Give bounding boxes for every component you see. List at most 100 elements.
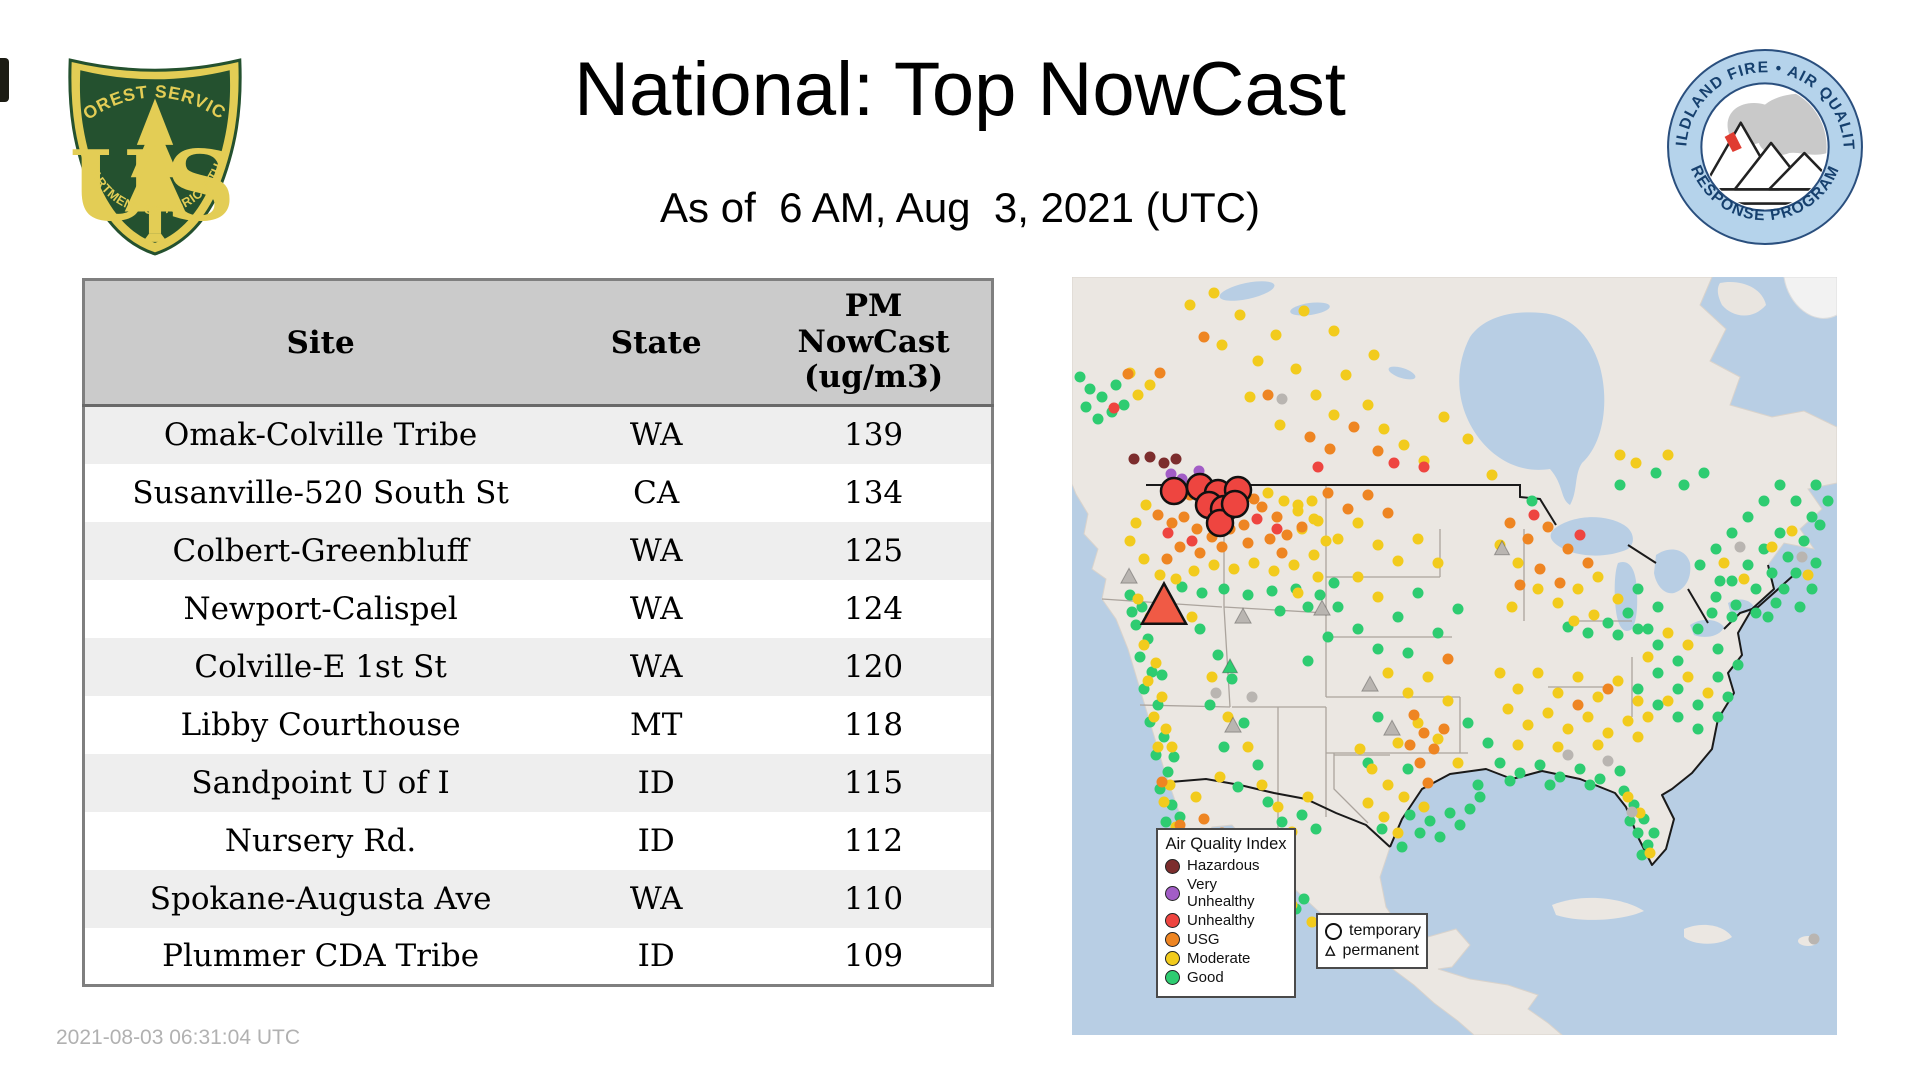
aqi-dot-moderate bbox=[1512, 739, 1524, 751]
aqi-dot-good bbox=[1790, 567, 1802, 579]
aqi-dot-moderate bbox=[1418, 801, 1430, 813]
aqi-dot-moderate bbox=[1248, 557, 1260, 569]
aqi-dot-good bbox=[1302, 655, 1314, 667]
aqi-dot-moderate bbox=[1328, 409, 1340, 421]
aqi-dot-moderate bbox=[1568, 615, 1580, 627]
aqi-dot-moderate bbox=[1208, 287, 1220, 299]
aqi-dot-usg bbox=[1256, 501, 1268, 513]
aqi-dot-good bbox=[1526, 495, 1538, 507]
aqi-dot-moderate bbox=[1158, 796, 1170, 808]
aqi-dot-good bbox=[1614, 479, 1626, 491]
aqi-dot-good bbox=[1650, 467, 1662, 479]
aqi-dot-moderate bbox=[1138, 553, 1150, 565]
wfaqrp-logo: WILDLAND FIRE • AIR QUALITY RESPONSE PRO… bbox=[1664, 42, 1863, 245]
aqi-dot-good bbox=[1778, 583, 1790, 595]
aqi-dot-moderate bbox=[1766, 541, 1778, 553]
aqi-dot-no_data bbox=[1210, 687, 1222, 699]
aqi-dot-moderate bbox=[1124, 535, 1136, 547]
aqi-dot-moderate bbox=[1392, 737, 1404, 749]
aqi-dot-moderate bbox=[1602, 727, 1614, 739]
aqi-dot-usg bbox=[1178, 511, 1190, 523]
permanent-monitor-good bbox=[1221, 657, 1239, 674]
aqi-dot-good bbox=[1212, 649, 1224, 661]
aqi-dot-moderate bbox=[1208, 559, 1220, 571]
aqi-dot-no_data bbox=[1796, 551, 1808, 563]
aqi-dot-moderate bbox=[1642, 711, 1654, 723]
aqi-dot-good bbox=[1482, 737, 1494, 749]
aqi-dot-moderate bbox=[1252, 355, 1264, 367]
aqi-dot-moderate bbox=[1262, 487, 1274, 499]
permanent-monitor-no_data bbox=[1493, 539, 1511, 556]
value-cell: 120 bbox=[843, 648, 904, 685]
aqi-dot-good bbox=[1672, 655, 1684, 667]
aqi-dot-good bbox=[1652, 667, 1664, 679]
table-body: Omak-Colville Tribe WA 139 Susanville-520 S… bbox=[83, 405, 993, 986]
site-cell: Colbert-Greenbluff bbox=[172, 532, 469, 569]
table-row: Susanville-520 South St CA 134 bbox=[83, 463, 993, 522]
aqi-dot-good bbox=[1262, 796, 1274, 808]
aqi-dot-usg bbox=[1404, 739, 1416, 751]
aqi-map: Air Quality Index Hazardous Very Unhealth… bbox=[1072, 277, 1837, 1035]
aqi-dot-good bbox=[1298, 893, 1310, 905]
aqi-dot-moderate bbox=[1362, 399, 1374, 411]
aqi-dot-usg bbox=[1372, 445, 1384, 457]
hazardous-swatch-icon bbox=[1165, 858, 1180, 874]
aqi-dot-moderate bbox=[1144, 379, 1156, 391]
aqi-dot-usg bbox=[1542, 521, 1554, 533]
aqi-dot-good bbox=[1402, 763, 1414, 775]
aqi-dot-good bbox=[1162, 766, 1174, 778]
permanent-monitor-unhealthy bbox=[1139, 580, 1189, 625]
aqi-dot-good bbox=[1196, 587, 1208, 599]
aqi-dot-moderate bbox=[1552, 741, 1564, 753]
aqi-dot-moderate bbox=[1206, 671, 1218, 683]
column-header-pm-line3: (ug/m3) bbox=[803, 359, 944, 396]
aqi-dot-moderate bbox=[1432, 733, 1444, 745]
aqi-dot-good bbox=[1452, 603, 1464, 615]
aqi-dot-moderate bbox=[1522, 719, 1534, 731]
aqi-dot-good bbox=[1328, 577, 1340, 589]
aqi-dot-moderate bbox=[1132, 389, 1144, 401]
permanent-marker-icon bbox=[1325, 945, 1336, 956]
aqi-dot-good bbox=[1642, 623, 1654, 635]
table-row: Colville-E 1st St WA 120 bbox=[83, 637, 993, 696]
aqi-dot-usg bbox=[1248, 493, 1260, 505]
table-row: Sandpoint U of I ID 115 bbox=[83, 753, 993, 812]
aqi-dot-moderate bbox=[1372, 539, 1384, 551]
value-cell: 125 bbox=[843, 532, 904, 569]
aqi-dot-moderate bbox=[1592, 691, 1604, 703]
aqi-dot-good bbox=[1810, 557, 1822, 569]
aqi-dot-moderate bbox=[1562, 723, 1574, 735]
marker-legend-temporary-row: temporary bbox=[1325, 922, 1421, 940]
aqi-dot-good bbox=[1130, 619, 1142, 631]
table-row: Newport-Calispel WA 124 bbox=[83, 579, 993, 638]
monitor-dots-layer bbox=[1074, 287, 1834, 951]
legend-item-hazardous: Hazardous bbox=[1165, 857, 1287, 875]
aqi-dot-usg bbox=[1174, 819, 1186, 831]
aqi-legend-items: Hazardous Very Unhealthy Unhealthy USG Moder… bbox=[1165, 857, 1287, 986]
aqi-dot-good bbox=[1074, 371, 1086, 383]
aqi-dot-good bbox=[1742, 559, 1754, 571]
legend-item-usg: USG bbox=[1165, 931, 1287, 949]
permanent-monitor-no_data bbox=[1313, 599, 1331, 616]
aqi-dot-usg bbox=[1191, 523, 1203, 535]
aqi-dot-moderate bbox=[1352, 571, 1364, 583]
aqi-dot-good bbox=[1612, 629, 1624, 641]
aqi-dot-usg bbox=[1342, 503, 1354, 515]
aqi-dot-moderate bbox=[1634, 807, 1646, 819]
aqi-dot-moderate bbox=[1572, 671, 1584, 683]
aqi-dot-moderate bbox=[1588, 609, 1600, 621]
aqi-dot-moderate bbox=[1242, 741, 1254, 753]
clipped-logo-fragment bbox=[0, 58, 9, 102]
aqi-dot-good bbox=[1504, 775, 1516, 787]
aqi-dot-good bbox=[1730, 599, 1742, 611]
aqi-dot-moderate bbox=[1328, 325, 1340, 337]
aqi-dot-good bbox=[1462, 717, 1474, 729]
aqi-dot-moderate bbox=[1382, 779, 1394, 791]
aqi-dot-moderate bbox=[1288, 559, 1300, 571]
aqi-dot-no_data bbox=[1626, 806, 1638, 818]
aqi-dot-good bbox=[1226, 673, 1238, 685]
marker-legend-box: temporary permanent bbox=[1316, 913, 1428, 969]
aqi-dot-good bbox=[1402, 647, 1414, 659]
site-cell: Spokane-Augusta Ave bbox=[149, 880, 492, 917]
aqi-dot-moderate bbox=[1150, 657, 1162, 669]
